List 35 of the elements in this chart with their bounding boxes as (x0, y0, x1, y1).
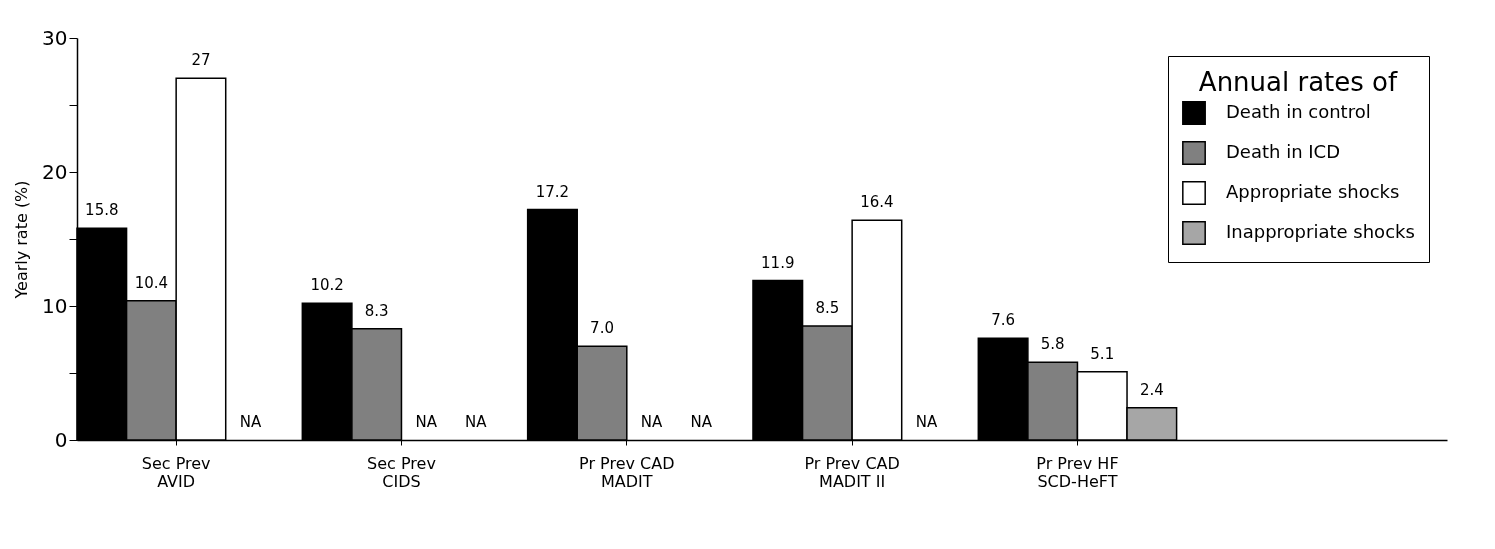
data-label: 15.8 (85, 201, 119, 220)
x-tick-label: Sec Prev AVID (141, 453, 211, 491)
data-label: 7.0 (590, 319, 614, 338)
data-label: 16.4 (860, 193, 894, 212)
x-tick-label: Pr Prev CAD MADIT II (804, 453, 900, 491)
text: NA (915, 413, 938, 431)
text: NA (690, 413, 712, 431)
x-tick-label: Pr Prev CAD MADIT (579, 453, 675, 491)
data-label: 5.8 (1040, 335, 1065, 354)
text: NA (415, 413, 437, 431)
x-tick-label: Sec Prev CIDS (367, 453, 436, 491)
y-tick-label: 20 (42, 159, 68, 184)
legend-label: Death in ICD (1226, 141, 1341, 162)
data-label: 11.9 (761, 253, 795, 272)
legend-label: Appropriate shocks (1226, 181, 1400, 202)
text: NA (239, 413, 262, 431)
text: NA (640, 413, 663, 431)
text: NA (465, 413, 487, 431)
data-label: 8.3 (364, 301, 389, 320)
data-label: 17.2 (535, 182, 570, 201)
y-axis-title: Yearly rate (%) (12, 180, 32, 300)
legend-title: Annual rates of (1198, 67, 1399, 97)
data-label: 27 (191, 51, 211, 70)
data-label: 10.2 (310, 276, 344, 295)
data-label: 10.4 (134, 273, 169, 292)
data-label: 2.4 (1139, 380, 1164, 399)
y-tick-label: 30 (42, 25, 68, 50)
y-tick-label: 10 (42, 293, 68, 318)
data-label: 8.5 (815, 299, 840, 318)
x-tick-label: Pr Prev HF SCD-HeFT (1036, 453, 1119, 491)
data-label: 7.6 (991, 311, 1016, 330)
legend-label: Death in control (1226, 101, 1371, 122)
legend-label: Inappropriate shocks (1226, 221, 1415, 242)
data-label: 5.1 (1090, 344, 1115, 363)
y-tick-label: 0 (54, 427, 68, 452)
